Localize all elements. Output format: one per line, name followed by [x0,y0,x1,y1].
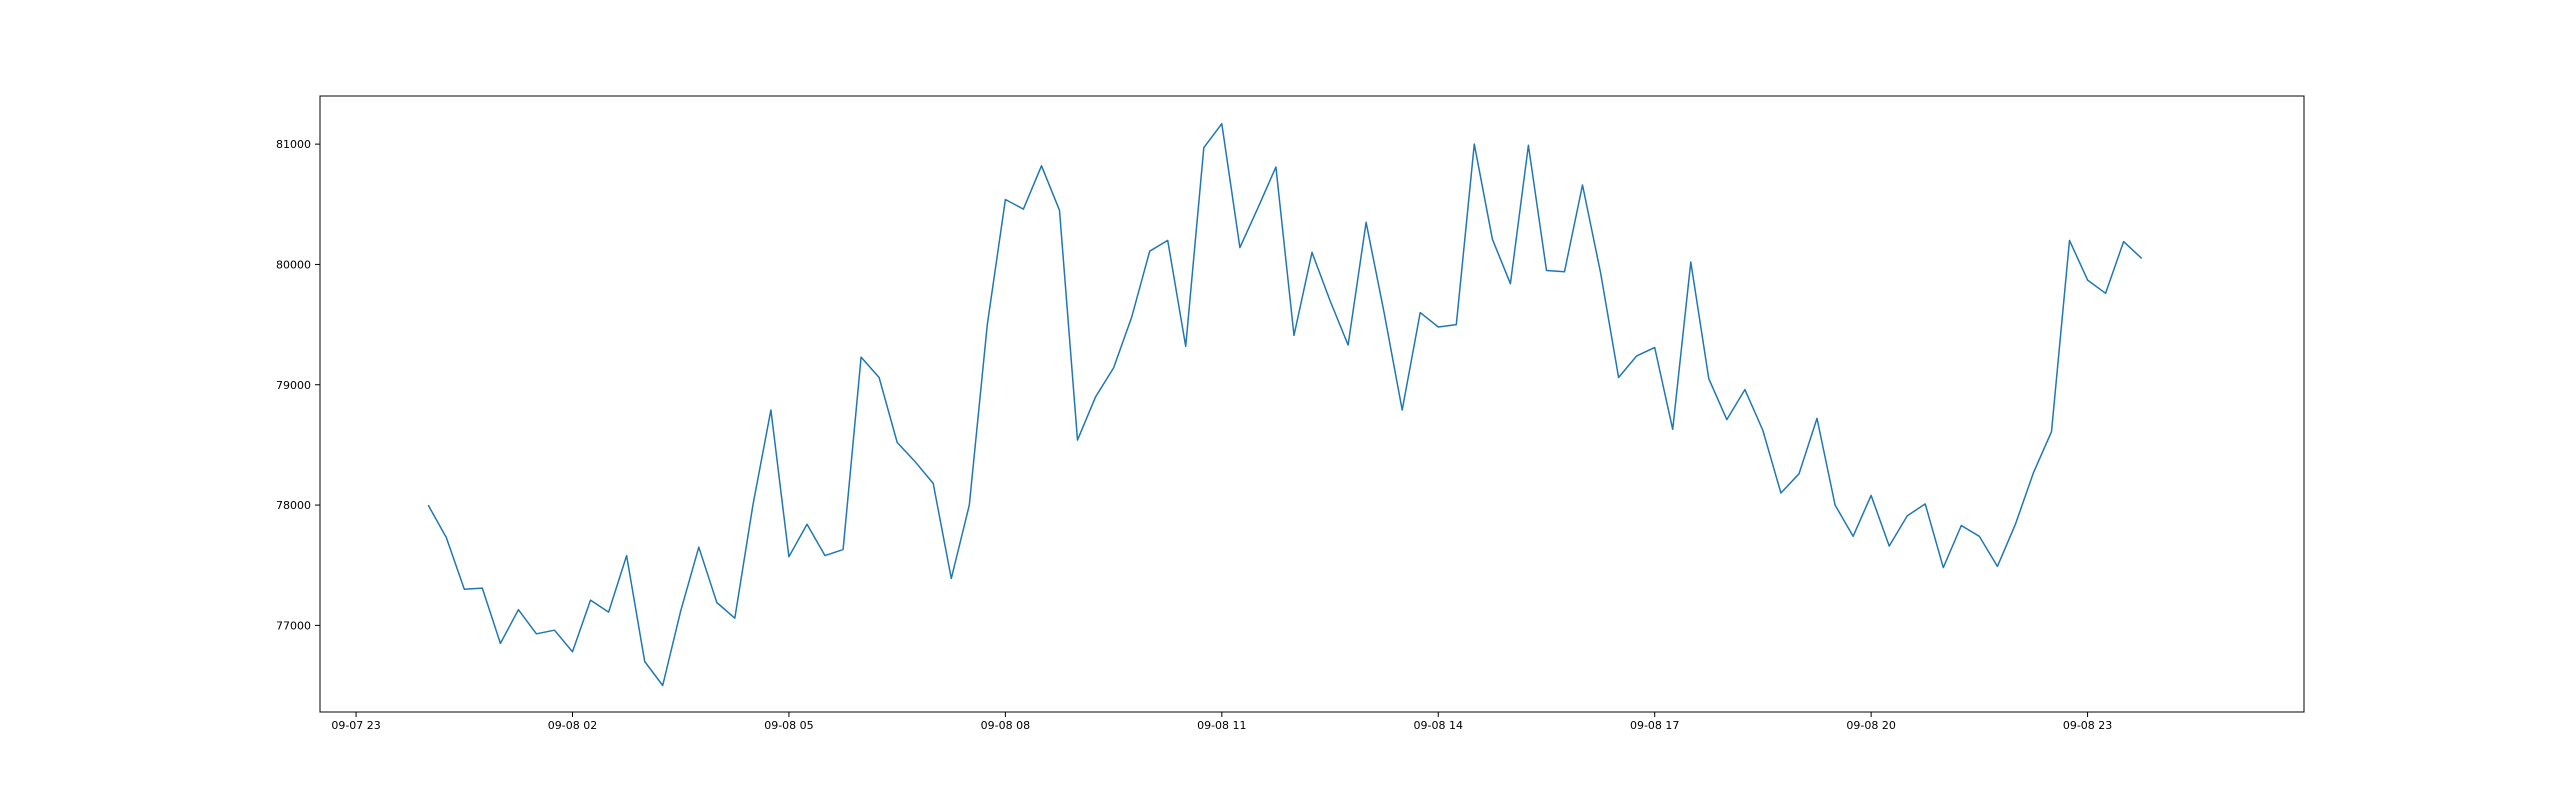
y-axis: 77000 78000 79000 80000 81000 [276,138,320,632]
y-tick-label: 79000 [276,379,311,392]
x-tick-label: 09-08 17 [1630,719,1679,732]
x-tick-label: 09-08 05 [764,719,813,732]
x-tick-label: 09-08 23 [2063,719,2112,732]
x-axis: 09-07 23 09-08 02 09-08 05 09-08 08 09-08 11… [331,712,2112,732]
y-tick-label: 81000 [276,138,311,151]
x-tick-label: 09-08 20 [1846,719,1895,732]
x-tick-label: 09-08 14 [1414,719,1463,732]
x-tick-label: 09-08 11 [1197,719,1246,732]
series-line [427,122,2143,687]
y-tick-label: 77000 [276,619,311,632]
x-tick-label: 09-07 23 [331,719,380,732]
y-tick-label: 80000 [276,258,311,271]
x-tick-label: 09-08 02 [548,719,597,732]
plot-area-frame [319,95,2305,713]
x-tick-label: 09-08 08 [981,719,1030,732]
y-tick-label: 78000 [276,499,311,512]
